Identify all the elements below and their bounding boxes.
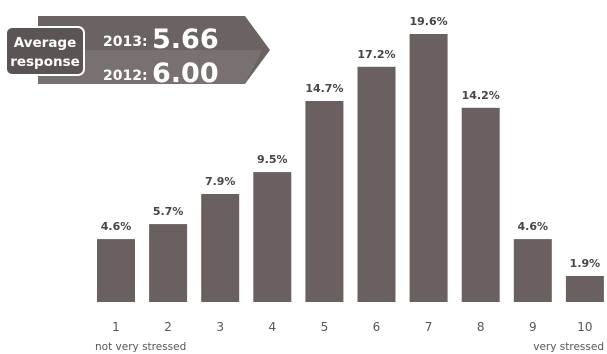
- x-axis-right-label: very stressed: [533, 341, 604, 353]
- bar-1: [97, 239, 135, 302]
- x-tick-7: 7: [425, 320, 433, 334]
- x-tick-labels-group: 1 2 3 4 5 6 7 8 9 10: [112, 320, 592, 334]
- bar-8: [461, 107, 500, 302]
- value-label-3: 7.9%: [205, 175, 236, 188]
- bar-5: [305, 101, 344, 302]
- value-label-9: 4.6%: [518, 220, 549, 233]
- average-label-line1: Average: [14, 35, 77, 51]
- x-tick-1: 1: [112, 320, 120, 334]
- value-label-8: 14.2%: [462, 89, 500, 102]
- bar-7: [409, 34, 448, 302]
- x-tick-3: 3: [216, 320, 224, 334]
- bar-3: [201, 194, 240, 302]
- bar-10: [565, 276, 604, 302]
- x-tick-9: 9: [529, 320, 537, 334]
- value-label-6: 17.2%: [357, 48, 395, 61]
- value-label-5: 14.7%: [305, 82, 343, 95]
- year-2013-label: 2013:: [103, 34, 148, 50]
- bar-2: [149, 224, 188, 302]
- x-tick-5: 5: [321, 320, 329, 334]
- value-label-2: 5.7%: [153, 205, 184, 218]
- value-labels-group: 4.6% 5.7% 7.9% 9.5% 14.7% 17.2% 19.6% 14.2% 4.6%…: [101, 15, 600, 270]
- bar-4: [253, 172, 292, 302]
- value-label-1: 4.6%: [101, 220, 132, 233]
- average-response-banner: Average response 2013: 5.66 2012: 6.00: [5, 16, 270, 89]
- value-label-10: 1.9%: [570, 257, 601, 270]
- bar-6: [357, 66, 396, 302]
- year-2013-value: 5.66: [152, 24, 219, 55]
- bars-group: [97, 34, 604, 302]
- x-tick-6: 6: [373, 320, 381, 334]
- bar-9: [513, 239, 552, 302]
- value-label-4: 9.5%: [257, 153, 288, 166]
- x-tick-2: 2: [164, 320, 172, 334]
- year-2012-label: 2012:: [103, 68, 148, 84]
- average-label-line2: response: [10, 54, 80, 70]
- average-response-label-box: [5, 26, 85, 76]
- x-axis-left-label: not very stressed: [95, 341, 186, 353]
- x-tick-4: 4: [268, 320, 276, 334]
- x-tick-10: 10: [577, 320, 592, 334]
- year-2012-value: 6.00: [152, 58, 219, 89]
- value-label-7: 19.6%: [410, 15, 448, 28]
- x-tick-8: 8: [477, 320, 485, 334]
